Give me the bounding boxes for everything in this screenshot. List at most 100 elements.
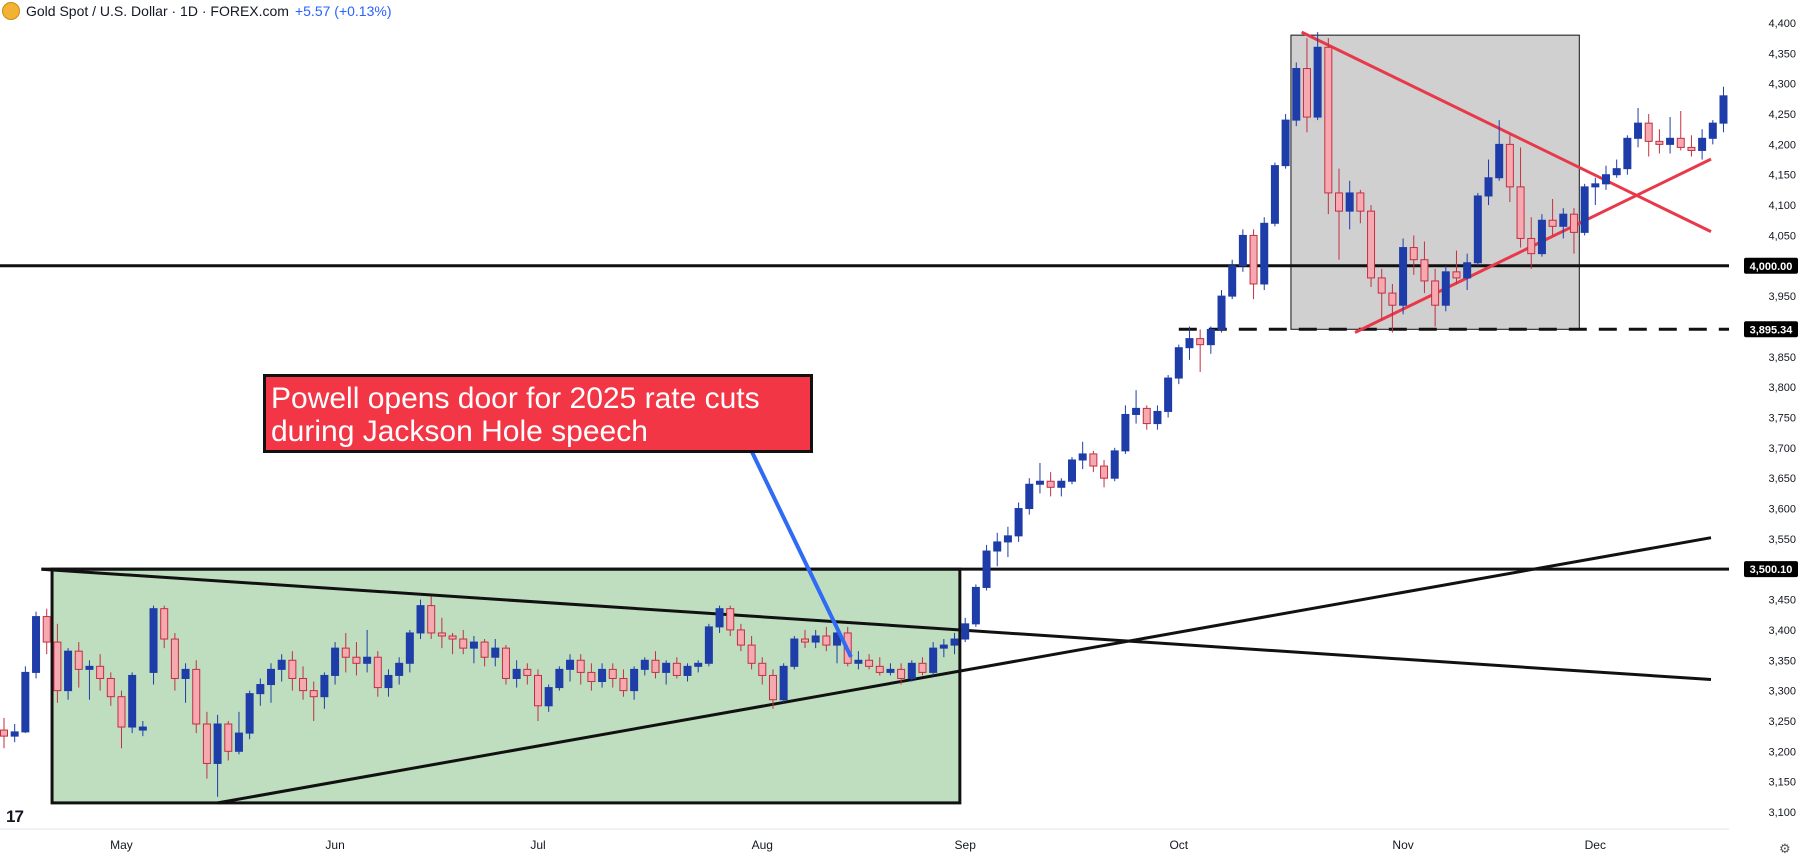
candle [1676,137,1685,148]
candle [1377,277,1386,294]
annotation-pointer [750,451,853,658]
candle [469,641,478,649]
candle [1484,177,1493,197]
y-tick-label: 3,350 [1768,655,1796,667]
candle [918,662,927,673]
candle [715,608,724,628]
candle [1431,280,1440,306]
candle [1068,459,1076,482]
candle [1698,137,1707,151]
y-tick-label: 4,250 [1768,109,1796,121]
candle [822,635,831,646]
candle [234,732,243,752]
candle [1046,480,1055,488]
y-tick-label: 3,800 [1768,382,1796,394]
candle [224,723,233,752]
candle [64,650,73,692]
candle [875,665,884,673]
y-tick-label: 3,200 [1768,746,1796,758]
candle [448,635,457,640]
price-label-box [1744,561,1798,578]
candle [1100,465,1109,479]
tradingview-logo: 17 [6,807,24,826]
candle [42,616,51,643]
candle [341,647,350,658]
candle [598,668,607,683]
candle [523,668,532,676]
candle [704,626,713,664]
triangle-upper-trendline [1300,30,1712,233]
candle [395,662,404,676]
x-tick-label: Jun [325,838,344,852]
candle [331,647,340,676]
candle [138,726,147,731]
candle [74,650,83,670]
candle [1623,137,1632,170]
candle [213,723,222,764]
candle [694,662,703,667]
candle [939,644,948,649]
candle [1249,234,1258,285]
candle [608,668,617,679]
y-tick-label: 3,600 [1768,504,1796,516]
candle [854,659,863,664]
candle [1035,480,1044,485]
y-tick-label: 4,400 [1768,18,1796,30]
candle [128,674,137,728]
y-tick-label: 3,100 [1768,807,1796,819]
candle [267,668,275,686]
y-tick-label: 4,050 [1768,230,1796,242]
y-tick-label: 3,550 [1768,534,1796,546]
candle [768,674,777,701]
x-tick-label: Aug [752,838,773,852]
x-tick-label: Jul [530,838,545,852]
candle [1313,46,1322,118]
candle [1057,480,1066,488]
candle [437,632,446,637]
candle [1634,122,1643,139]
candle [480,641,489,658]
candle [1142,407,1151,425]
candle [245,693,254,734]
candle [1505,143,1514,188]
candle [1367,210,1376,279]
candle [907,662,916,679]
candle [1324,46,1333,194]
x-tick-label: Nov [1392,838,1413,852]
candle [662,662,671,673]
candle [587,671,596,683]
candle [640,659,649,670]
candle [950,638,959,646]
candle [544,687,553,707]
symbol-title[interactable]: Gold Spot / U.S. Dollar · 1D · FOREX.com [26,3,289,19]
candle [373,656,382,689]
candle [352,656,361,664]
candle [886,668,895,673]
candle [1655,140,1664,145]
candle [1132,407,1141,415]
candle [405,632,414,664]
y-tick-label: 3,700 [1768,443,1796,455]
candle [277,659,286,670]
candle [1121,413,1130,452]
candle [566,659,575,670]
chart-header: Gold Spot / U.S. Dollar · 1D · FOREX.com… [0,0,391,22]
candle [181,668,190,679]
price-label-box [1744,257,1798,274]
y-tick-label: 3,450 [1768,595,1796,607]
candle [1238,234,1247,267]
candle [929,647,938,673]
candle [256,684,265,695]
settings-icon[interactable]: ⚙ [1779,841,1791,856]
candle [384,674,393,689]
candle [1025,483,1034,510]
candle [1527,237,1536,255]
candle [1014,508,1023,537]
range-lower-trendline [217,536,1712,805]
candle [1602,174,1610,185]
candle [1206,328,1215,346]
y-tick-label: 4,350 [1768,48,1796,60]
candle [811,635,820,643]
candle [865,659,874,667]
